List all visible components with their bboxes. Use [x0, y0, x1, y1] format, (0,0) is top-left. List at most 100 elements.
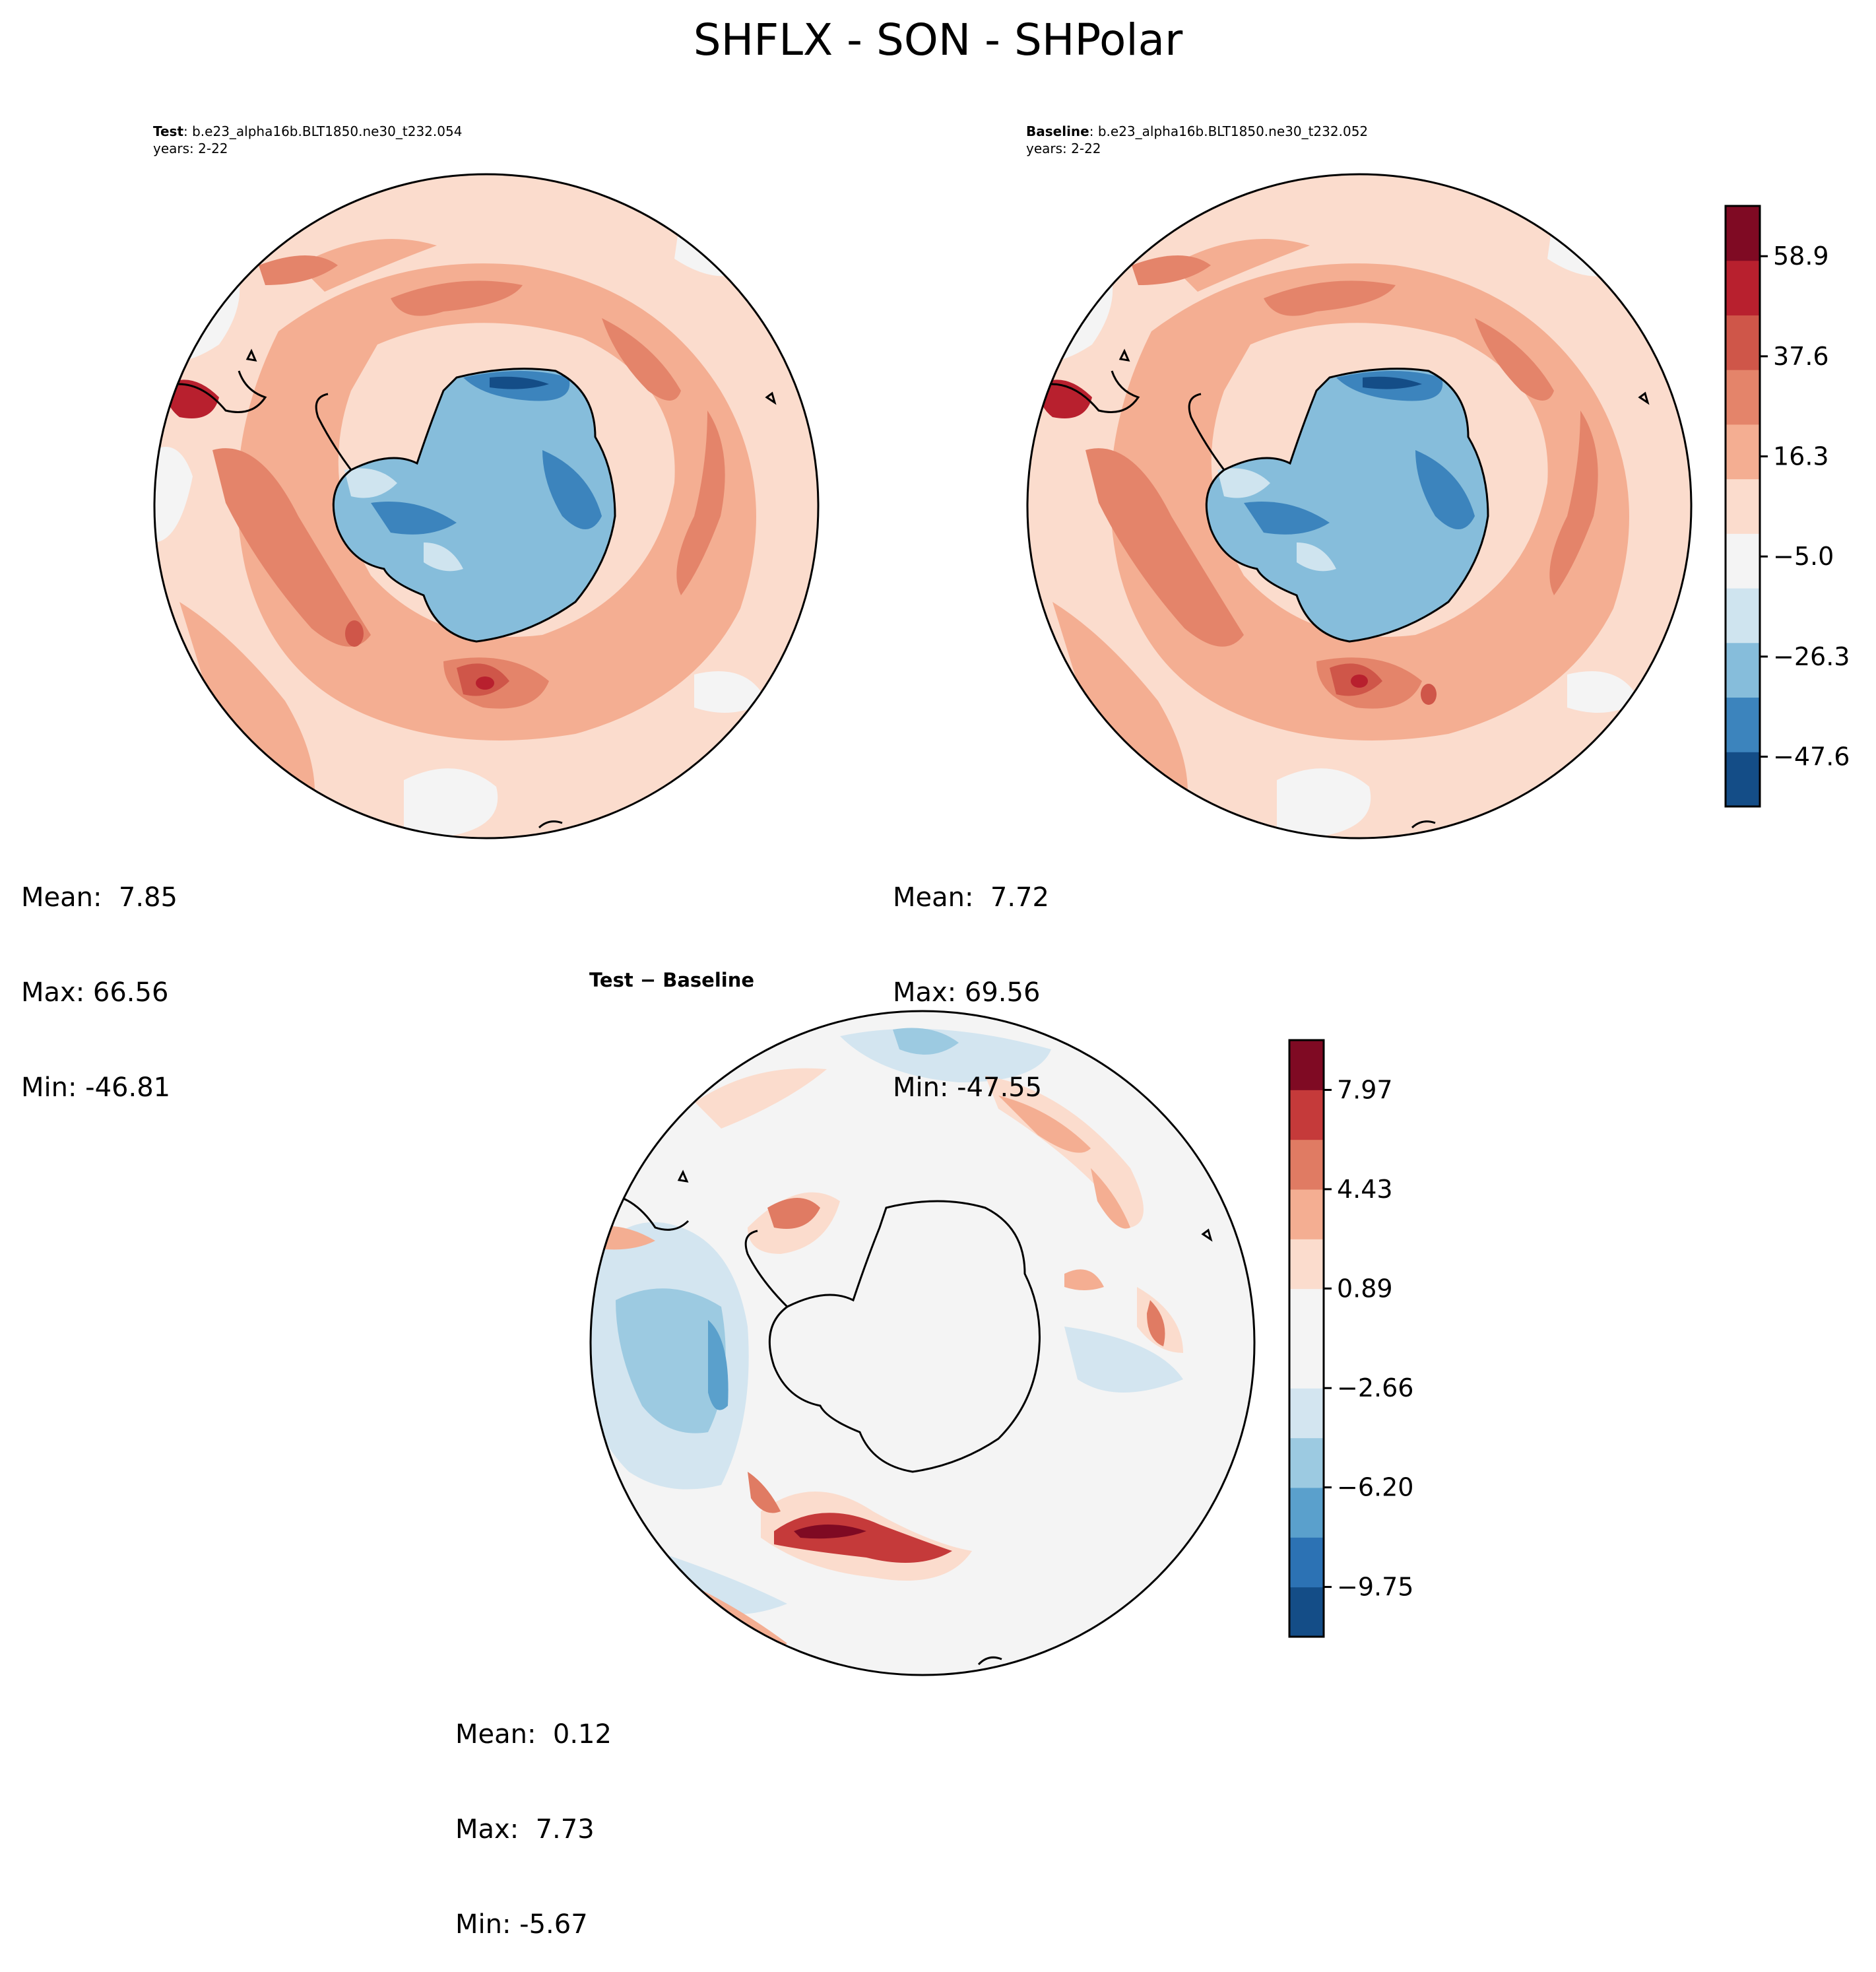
- negative-diff-region: [1064, 1327, 1183, 1393]
- island-coastline: [1201, 1228, 1213, 1242]
- negative-diff-region: [840, 1028, 1051, 1082]
- map-boundary: [153, 173, 820, 839]
- intense-flux-spot: [166, 379, 219, 418]
- island-coastline: [765, 391, 777, 405]
- colorbar-segment: [1289, 1040, 1324, 1090]
- colorbar-segment: [1726, 533, 1760, 589]
- colorbar-segment: [1289, 1338, 1324, 1389]
- colorbar-segment: [1726, 588, 1760, 643]
- strong-flux-band: [1132, 255, 1211, 285]
- peninsula-coastline: [1188, 393, 1225, 471]
- colorbar-segment: [1726, 370, 1760, 425]
- test-label: Test: [153, 123, 184, 139]
- baseline-map: [1026, 173, 1693, 839]
- colorbar-segment: [1726, 424, 1760, 480]
- strong-flux-band: [391, 280, 523, 316]
- antarctica-coastline: [332, 368, 616, 643]
- stat-min: Min: -46.81: [21, 1072, 171, 1103]
- strong-flux-band: [1264, 280, 1396, 316]
- test-stats: Mean: 7.85 Max: 66.56 Min: -46.81: [21, 818, 178, 1135]
- strong-flux-band: [1475, 318, 1554, 401]
- intense-flux-spot: [1421, 684, 1437, 705]
- moderate-flux-band: [298, 239, 437, 292]
- colorbar-tick-label: 37.6: [1773, 342, 1829, 371]
- colorbar-tick-label: −2.66: [1337, 1373, 1413, 1402]
- colorbar-segment: [1726, 752, 1760, 807]
- strong-flux-band: [259, 255, 338, 285]
- colorbar-tick-label: 58.9: [1773, 242, 1829, 271]
- antarctica-coastline: [768, 1200, 1041, 1473]
- colorbar-segment: [1289, 1139, 1324, 1190]
- stat-mean: Mean: 0.12: [455, 1719, 612, 1750]
- colorbar-segment: [1726, 260, 1760, 315]
- island-coastline: [245, 348, 257, 362]
- colorbar-tick-label: −26.3: [1773, 642, 1850, 671]
- strong-flux-band: [602, 318, 681, 401]
- baseline-stats: Mean: 7.72 Max: 69.56 Min: -47.55: [893, 818, 1049, 1135]
- island-coastline: [1638, 391, 1650, 405]
- positive-diff-region: [1064, 1269, 1104, 1290]
- strong-flux-band: [676, 411, 725, 595]
- colorbar-segment: [1726, 642, 1760, 698]
- moderate-flux-band: [1171, 239, 1310, 292]
- colorbar-tick-label: −47.6: [1773, 742, 1850, 772]
- colorbar-segment: [1289, 1239, 1324, 1290]
- figure-title: SHFLX - SON - SHPolar: [693, 15, 1183, 65]
- moderate-flux-band: [179, 602, 315, 820]
- antarctica-light-negative: [344, 468, 397, 498]
- diff-colorbar: 7.97 4.43 0.89 −2.66 −6.20 −9.75: [1288, 1039, 1413, 1638]
- antarctica-strong-negative: [1244, 502, 1330, 535]
- colorbar-tick-label: −9.75: [1337, 1573, 1413, 1602]
- antarctica-light-negative: [424, 542, 463, 572]
- antarctica-core-negative: [490, 376, 549, 389]
- stat-max: Max: 7.73: [455, 1814, 595, 1845]
- peninsula-coastline: [744, 1230, 789, 1308]
- south-america-coastline: [154, 370, 267, 413]
- antarctica-negative-flux: [1206, 368, 1488, 641]
- antarctica-light-negative: [1297, 542, 1336, 572]
- colorbar-segment: [1289, 1090, 1324, 1140]
- antarctica-strong-negative: [542, 450, 602, 529]
- stat-mean: Mean: 7.85: [21, 882, 178, 913]
- colorbar-tick-label: −6.20: [1337, 1473, 1413, 1502]
- diff-stats: Mean: 0.12 Max: 7.73 Min: -5.67: [455, 1655, 612, 1972]
- colorbar-tick-label: 16.3: [1773, 442, 1829, 471]
- colorbar-segment: [1289, 1437, 1324, 1488]
- strong-flux-band: [212, 448, 371, 647]
- large-positive-diff: [794, 1525, 866, 1539]
- test-years: years: 2-22: [153, 141, 228, 156]
- stat-mean: Mean: 7.72: [893, 882, 1049, 913]
- baseline-years: years: 2-22: [1026, 141, 1101, 156]
- colorbar-segment: [1726, 206, 1760, 261]
- negative-diff-region: [893, 1028, 959, 1055]
- south-america-coastline: [1027, 370, 1140, 413]
- weak-flux-region: [154, 447, 193, 542]
- colorbar-tick-label: 0.89: [1337, 1274, 1393, 1303]
- weak-flux-region: [1277, 768, 1371, 838]
- colorbar-tick-label: −5.0: [1773, 542, 1834, 571]
- stat-min: Min: -47.55: [893, 1072, 1043, 1103]
- colorbar-segment: [1726, 478, 1760, 534]
- strong-flux-band: [1085, 448, 1244, 647]
- colorbar-segment: [1289, 1288, 1324, 1339]
- colorbar-tick-label: 7.97: [1337, 1075, 1393, 1104]
- test-panel-header: Test: b.e23_alpha16b.BLT1850.ne30_t232.0…: [153, 123, 462, 157]
- strong-flux-band: [1549, 411, 1598, 595]
- positive-diff-region: [998, 1096, 1091, 1153]
- antarctica-light-negative: [1217, 468, 1270, 498]
- map-boundary: [1026, 173, 1693, 839]
- colorbar-segment: [1289, 1537, 1324, 1588]
- colorbar-segment: [1726, 697, 1760, 752]
- colorbar-segment: [1289, 1488, 1324, 1538]
- intense-flux-spot: [345, 620, 364, 647]
- island-coastline: [1411, 820, 1436, 829]
- antarctica-coastline: [1205, 368, 1489, 643]
- colorbar-frame: [1724, 205, 1761, 808]
- positive-diff-region: [1147, 1300, 1165, 1346]
- large-positive-diff: [748, 1472, 781, 1513]
- stat-min: Min: -5.67: [455, 1909, 588, 1940]
- antarctica-negative-flux: [333, 368, 615, 641]
- island-coastline: [1118, 348, 1130, 362]
- stat-max: Max: 69.56: [893, 977, 1041, 1008]
- antarctica-strong-negative: [371, 502, 457, 535]
